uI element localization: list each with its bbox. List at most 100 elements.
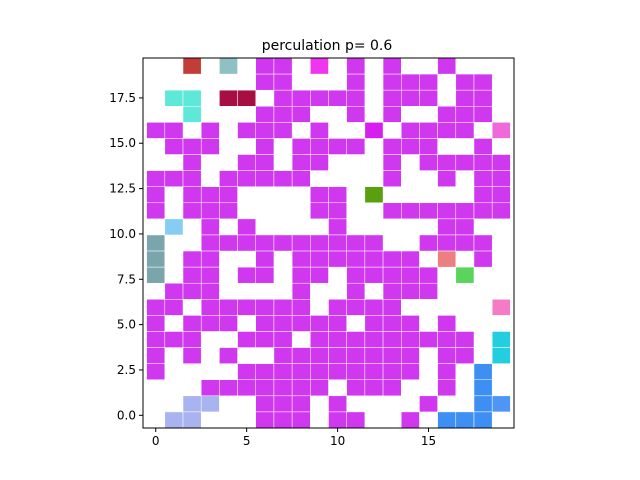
grid-cell <box>164 138 184 155</box>
grid-cell <box>200 379 220 397</box>
grid-cell <box>310 57 329 75</box>
grid-cell <box>382 57 402 75</box>
grid-cell <box>219 186 238 204</box>
grid-cell <box>382 363 402 380</box>
x-tick-label: 0 <box>152 434 160 448</box>
grid-cell <box>455 202 475 220</box>
grid-cell <box>237 266 257 284</box>
y-tick-label: 17.5 <box>109 91 136 105</box>
grid-cell <box>273 395 293 413</box>
grid-cell <box>437 154 457 171</box>
grid-cell <box>473 106 493 123</box>
grid-cell <box>364 250 384 268</box>
grid-cell <box>219 89 238 107</box>
grid-cell <box>310 122 329 139</box>
grid-cell <box>291 170 311 187</box>
grid-cell <box>346 106 366 123</box>
grid-cell <box>328 331 347 348</box>
grid-cell <box>164 331 184 348</box>
grid-cell <box>237 89 257 107</box>
grid-cell <box>200 299 220 316</box>
grid-cell <box>237 122 257 139</box>
grid-cell <box>473 363 493 380</box>
grid-cell <box>473 411 493 429</box>
grid-cell <box>273 315 293 332</box>
grid-cell <box>382 73 402 91</box>
grid-cell <box>419 202 438 220</box>
grid-cell <box>182 282 202 300</box>
grid-cell <box>328 218 347 236</box>
grid-cell <box>491 331 511 348</box>
grid-cell <box>346 282 366 300</box>
grid-cell <box>273 106 293 123</box>
grid-cell <box>237 170 257 187</box>
grid-cell <box>273 89 293 107</box>
grid-cell <box>328 299 347 316</box>
grid-cell <box>164 89 184 107</box>
grid-cell <box>473 73 493 91</box>
grid-cell <box>491 395 511 413</box>
grid-cell <box>491 347 511 364</box>
grid-cell <box>310 331 329 348</box>
grid-cell <box>419 395 438 413</box>
grid-cell <box>364 347 384 364</box>
grid-cell <box>146 250 166 268</box>
grid-cell <box>382 347 402 364</box>
grid-cell <box>182 411 202 429</box>
grid-cell <box>419 138 438 155</box>
grid-cell <box>382 250 402 268</box>
grid-cell <box>273 331 293 348</box>
grid-cell <box>273 234 293 252</box>
grid-cell <box>328 138 347 155</box>
grid-cell <box>219 234 238 252</box>
y-tick-label: 7.5 <box>117 272 136 286</box>
grid-cell <box>473 138 493 155</box>
grid-cell <box>328 395 347 413</box>
grid-cell <box>164 170 184 187</box>
grid-cell <box>382 282 402 300</box>
grid-cell <box>419 73 438 91</box>
grid-cell <box>328 89 347 107</box>
grid-cell <box>310 363 329 380</box>
grid-cell <box>273 347 293 364</box>
grid-cell <box>273 411 293 429</box>
grid-cell <box>237 363 257 380</box>
grid-cell <box>310 186 329 204</box>
grid-cell <box>182 250 202 268</box>
grid-cell <box>182 138 202 155</box>
grid-cell <box>182 57 202 75</box>
grid-cell <box>200 138 220 155</box>
grid-cell <box>437 170 457 187</box>
grid-cell <box>473 154 493 171</box>
grid-cell <box>364 186 384 204</box>
grid-cell <box>382 299 402 316</box>
grid-cell <box>419 266 438 284</box>
grid-cell <box>182 395 202 413</box>
grid-cell <box>182 331 202 348</box>
grid-cell <box>237 154 257 171</box>
grid-cell <box>346 57 366 75</box>
grid-cell <box>219 202 238 220</box>
grid-cell <box>437 106 457 123</box>
grid-cell <box>146 186 166 204</box>
grid-cell <box>401 331 420 348</box>
grid-cell <box>473 186 493 204</box>
grid-cell <box>182 154 202 171</box>
grid-cell <box>146 202 166 220</box>
grid-cell <box>473 170 493 187</box>
grid-cell <box>401 250 420 268</box>
grid-cell <box>473 202 493 220</box>
grid-cell <box>382 170 402 187</box>
grid-cell <box>491 186 511 204</box>
grid-cell <box>219 379 238 397</box>
grid-cell <box>382 154 402 171</box>
grid-cell <box>291 347 311 364</box>
grid-cell <box>255 299 275 316</box>
grid-cell <box>182 266 202 284</box>
grid-cell <box>200 266 220 284</box>
grid-cell <box>401 89 420 107</box>
grid-cell <box>437 411 457 429</box>
grid-cell <box>291 411 311 429</box>
grid-cell <box>455 234 475 252</box>
